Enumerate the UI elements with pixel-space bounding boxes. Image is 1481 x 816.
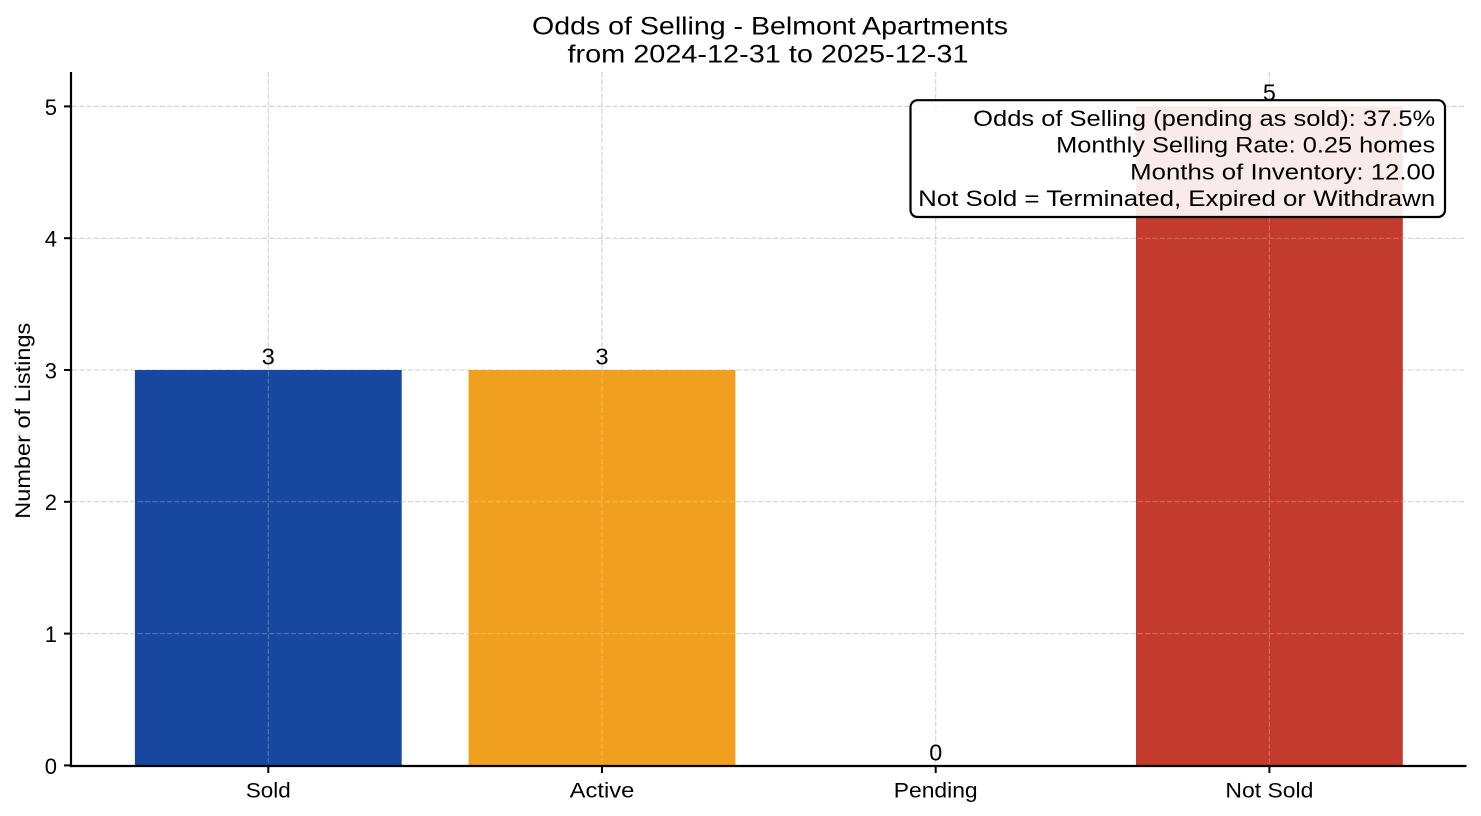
svg-text:1: 1 xyxy=(45,622,57,647)
svg-text:2: 2 xyxy=(45,490,57,515)
svg-text:0: 0 xyxy=(929,740,942,766)
svg-text:Odds of Selling (pending as so: Odds of Selling (pending as sold): 37.5% xyxy=(973,106,1435,131)
svg-text:Not Sold: Not Sold xyxy=(1225,779,1313,802)
svg-text:5: 5 xyxy=(45,95,57,120)
svg-text:Pending: Pending xyxy=(894,779,978,802)
svg-text:Not Sold = Terminated, Expired: Not Sold = Terminated, Expired or Withdr… xyxy=(918,186,1435,211)
svg-text:from 2024-12-31 to 2025-12-31: from 2024-12-31 to 2025-12-31 xyxy=(568,40,969,68)
svg-text:Odds of Selling - Belmont Apar: Odds of Selling - Belmont Apartments xyxy=(532,12,1008,40)
svg-text:5: 5 xyxy=(1263,80,1276,106)
svg-text:Active: Active xyxy=(570,779,635,802)
svg-text:Sold: Sold xyxy=(246,779,291,802)
svg-text:3: 3 xyxy=(595,344,608,370)
svg-text:0: 0 xyxy=(45,754,57,779)
svg-text:Number of Listings: Number of Listings xyxy=(12,323,35,519)
svg-text:Monthly Selling Rate: 0.25 hom: Monthly Selling Rate: 0.25 homes xyxy=(1056,133,1435,158)
svg-text:3: 3 xyxy=(262,344,275,370)
svg-text:3: 3 xyxy=(45,358,57,383)
svg-text:4: 4 xyxy=(45,227,57,252)
svg-text:Months of Inventory: 12.00: Months of Inventory: 12.00 xyxy=(1130,159,1435,184)
